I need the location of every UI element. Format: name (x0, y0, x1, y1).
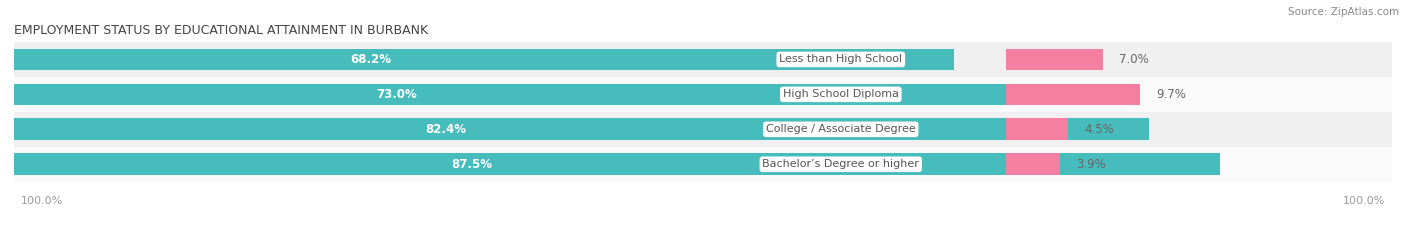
Text: Source: ZipAtlas.com: Source: ZipAtlas.com (1288, 7, 1399, 17)
Text: 87.5%: 87.5% (451, 158, 492, 171)
Text: EMPLOYMENT STATUS BY EDUCATIONAL ATTAINMENT IN BURBANK: EMPLOYMENT STATUS BY EDUCATIONAL ATTAINM… (14, 24, 429, 37)
Text: Less than High School: Less than High School (779, 55, 903, 64)
Bar (14, 77, 1392, 112)
Text: High School Diploma: High School Diploma (783, 89, 898, 99)
Text: Bachelor’s Degree or higher: Bachelor’s Degree or higher (762, 159, 920, 169)
Text: College / Associate Degree: College / Associate Degree (766, 124, 915, 134)
Bar (14, 147, 1392, 182)
Bar (14, 154, 1220, 175)
Text: 9.7%: 9.7% (1156, 88, 1187, 101)
Text: 82.4%: 82.4% (425, 123, 465, 136)
Text: 100.0%: 100.0% (1343, 196, 1385, 206)
Text: 68.2%: 68.2% (350, 53, 392, 66)
Bar (14, 112, 1392, 147)
Bar (1007, 49, 1102, 70)
Bar (14, 42, 1392, 77)
Bar (14, 84, 1019, 105)
Bar (1007, 154, 1060, 175)
Text: 3.9%: 3.9% (1077, 158, 1107, 171)
Text: 100.0%: 100.0% (21, 196, 63, 206)
Bar (14, 49, 953, 70)
Bar (1007, 84, 1140, 105)
Text: 73.0%: 73.0% (375, 88, 416, 101)
Text: 7.0%: 7.0% (1119, 53, 1149, 66)
Text: 4.5%: 4.5% (1084, 123, 1115, 136)
Bar (14, 118, 1150, 140)
Bar (1007, 118, 1069, 140)
